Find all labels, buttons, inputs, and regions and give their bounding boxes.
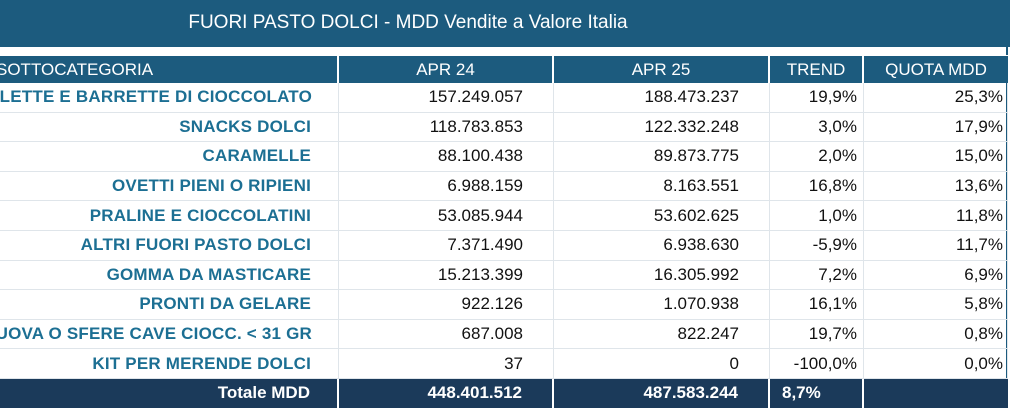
row-trend: 19,9% [770,83,864,113]
total-apr24: 448.401.512 [339,378,554,408]
row-category: ALTRI FUORI PASTO DOLCI [0,230,339,261]
row-apr25: 1.070.938 [554,290,770,320]
row-apr24: 37 [339,349,554,379]
total-row: Totale MDD 448.401.512 487.583.244 8,7% [0,378,1008,408]
row-apr24: 6.988.159 [339,171,554,202]
row-apr25: 188.473.237 [554,83,770,113]
row-apr25: 122.332.248 [554,112,770,143]
header-apr24[interactable]: APR 24 [339,55,554,83]
row-apr24: 157.249.057 [339,83,554,113]
row-category: CARAMELLE [0,142,339,172]
row-category: PRALINE E CIOCCOLATINI [0,201,339,231]
row-apr25: 16.305.992 [554,260,770,291]
row-category: PRONTI DA GELARE [0,290,339,320]
sales-table: SOTTOCATEGORIA APR 24 APR 25 TREND QUOTA… [0,55,1008,408]
table-row: PRONTI DA GELARE 922.126 1.070.938 16,1%… [0,290,1008,320]
table-row: PRALINE E CIOCCOLATINI 53.085.944 53.602… [0,201,1008,231]
table-row: GOMMA DA MASTICARE 15.213.399 16.305.992… [0,260,1008,291]
row-apr25: 89.873.775 [554,142,770,172]
header-trend[interactable]: TREND [770,55,864,83]
row-apr24: 7.371.490 [339,230,554,261]
row-apr25: 53.602.625 [554,201,770,231]
table-row: KIT PER MERENDE DOLCI 37 0 -100,0% 0,0% [0,349,1008,379]
row-trend: 7,2% [770,260,864,291]
row-apr25: 0 [554,349,770,379]
row-trend: 16,8% [770,171,864,202]
row-apr24: 15.213.399 [339,260,554,291]
row-apr24: 922.126 [339,290,554,320]
table-row: ALTRI FUORI PASTO DOLCI 7.371.490 6.938.… [0,230,1008,261]
row-trend: -100,0% [770,349,864,379]
row-apr24: 118.783.853 [339,112,554,143]
table-row: OVETTI PIENI O RIPIENI 6.988.159 8.163.5… [0,171,1008,202]
row-quota: 13,6% [864,171,1008,202]
row-apr25: 6.938.630 [554,230,770,261]
row-category: OVETTI PIENI O RIPIENI [0,171,339,202]
total-label: Totale MDD [0,378,339,408]
row-quota: 11,7% [864,230,1008,261]
table-row: TAVOLETTE E BARRETTE DI CIOCCOLATO 157.2… [0,83,1008,113]
row-quota: 11,8% [864,201,1008,231]
row-apr25: 822.247 [554,319,770,350]
row-trend: 19,7% [770,319,864,350]
row-quota: 17,9% [864,112,1008,143]
row-quota: 5,8% [864,290,1008,320]
row-category: GOMMA DA MASTICARE [0,260,339,291]
row-quota: 0,0% [864,349,1008,379]
row-category: UOVA O SFERE CAVE CIOCC. < 31 GR [0,319,339,350]
row-apr24: 687.008 [339,319,554,350]
row-apr25: 8.163.551 [554,171,770,202]
row-category: SNACKS DOLCI [0,112,339,143]
row-trend: 2,0% [770,142,864,172]
header-quota[interactable]: QUOTA MDD [864,55,1008,83]
row-quota: 6,9% [864,260,1008,291]
header-apr25[interactable]: APR 25 [554,55,770,83]
header-row: SOTTOCATEGORIA APR 24 APR 25 TREND QUOTA… [0,55,1008,83]
total-trend: 8,7% [770,378,864,408]
row-trend: 1,0% [770,201,864,231]
row-apr24: 88.100.438 [339,142,554,172]
row-category: KIT PER MERENDE DOLCI [0,349,339,379]
table-title-bar: FUORI PASTO DOLCI - MDD Vendite a Valore… [0,0,1010,47]
row-quota: 25,3% [864,83,1008,113]
row-trend: 3,0% [770,112,864,143]
row-quota: 15,0% [864,142,1008,172]
header-category[interactable]: SOTTOCATEGORIA [0,55,339,83]
row-trend: -5,9% [770,230,864,261]
table-title: FUORI PASTO DOLCI - MDD Vendite a Valore… [188,12,628,33]
row-trend: 16,1% [770,290,864,320]
table-row: UOVA O SFERE CAVE CIOCC. < 31 GR 687.008… [0,319,1008,350]
row-apr24: 53.085.944 [339,201,554,231]
total-apr25: 487.583.244 [554,378,770,408]
table-row: SNACKS DOLCI 118.783.853 122.332.248 3,0… [0,112,1008,143]
total-quota [864,378,1008,408]
table-row: CARAMELLE 88.100.438 89.873.775 2,0% 15,… [0,142,1008,172]
row-category: TAVOLETTE E BARRETTE DI CIOCCOLATO [0,83,339,113]
row-quota: 0,8% [864,319,1008,350]
